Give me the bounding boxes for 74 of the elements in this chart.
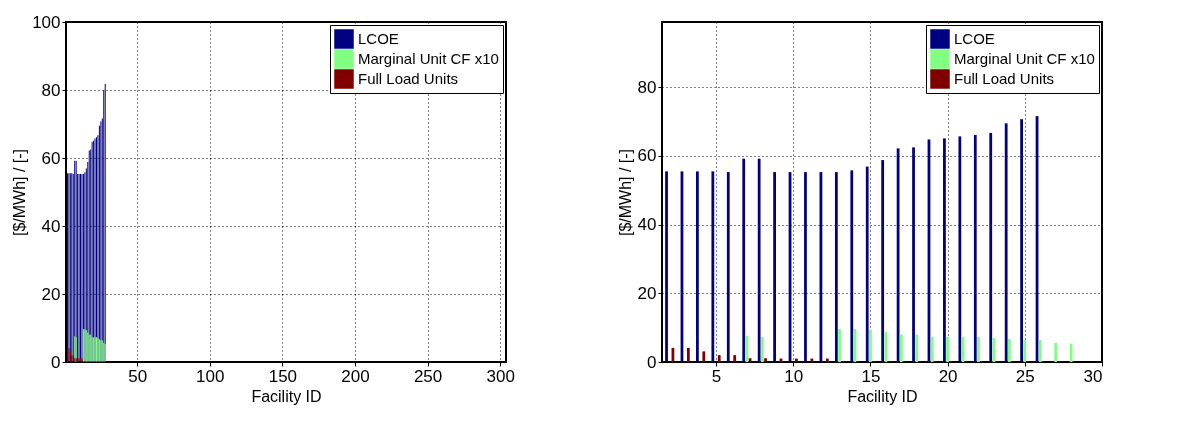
x-tick-label: 300 (486, 366, 515, 386)
y-tick-label: 20 (637, 283, 657, 303)
y-tick-label: 40 (41, 216, 61, 236)
x-tick-label: 20 (938, 366, 958, 386)
y-axis-title: [$/MWh] / [-] (11, 148, 29, 237)
x-tick-label: 30 (1083, 366, 1103, 386)
y-tick-label: 80 (41, 80, 61, 100)
bar (850, 170, 854, 362)
bar (1054, 342, 1058, 362)
bar (742, 158, 746, 362)
bar (1069, 343, 1073, 362)
bar (943, 138, 946, 362)
bar (946, 336, 949, 362)
legend-label: LCOE (954, 30, 995, 47)
legend-label: LCOE (358, 30, 399, 47)
bar (726, 172, 730, 362)
bar (804, 172, 807, 362)
bar (1020, 119, 1023, 362)
legend-label: Full Load Units (954, 70, 1055, 87)
bar (764, 358, 767, 362)
y-tick-label: 60 (41, 148, 61, 168)
bar (838, 329, 841, 362)
bar (702, 351, 706, 362)
y-axis-title: [$/MWh] / [-] (616, 148, 634, 237)
bar (825, 358, 829, 362)
bar (912, 147, 915, 362)
bar (881, 160, 885, 362)
bar (989, 132, 993, 362)
bar (869, 329, 872, 362)
x-tick-label: 10 (784, 366, 804, 386)
bar (757, 158, 761, 362)
legend-label: Full Load Units (358, 70, 459, 87)
legend-label: Marginal Unit CF x10 (954, 50, 1095, 67)
y-tick-label: 100 (32, 12, 61, 32)
bar (977, 336, 980, 362)
bar (773, 172, 776, 362)
x-tick-label: 200 (341, 366, 370, 386)
bar (1023, 340, 1027, 362)
bar (711, 171, 715, 362)
bar (865, 166, 869, 362)
y-tick-label: 40 (637, 215, 657, 235)
x-tick-label: 100 (196, 366, 225, 386)
x-tick-label: 150 (268, 366, 298, 386)
bar (1007, 338, 1011, 362)
bar (795, 358, 798, 362)
y-tick-label: 60 (637, 146, 657, 166)
bar (810, 358, 814, 362)
bar (930, 336, 934, 362)
x-axis-title: Facility ID (251, 387, 322, 405)
y-tick-label: 80 (637, 77, 657, 97)
x-axis-title: Facility ID (847, 387, 918, 405)
bar (665, 171, 668, 362)
x-tick-label: 5 (711, 366, 722, 386)
bar (973, 134, 977, 362)
bar (834, 172, 838, 362)
legend-label: Marginal Unit CF x10 (358, 50, 499, 67)
y-tick-label: 0 (647, 352, 657, 372)
y-tick-label: 0 (51, 352, 61, 372)
bar (717, 355, 721, 362)
x-tick-label: 50 (128, 366, 148, 386)
bar (958, 136, 962, 362)
x-tick-label: 250 (413, 366, 443, 386)
bar (696, 171, 699, 362)
x-tick-label: 25 (1015, 366, 1035, 386)
y-tick-label: 20 (41, 284, 61, 304)
bar (884, 332, 888, 362)
bar (1004, 123, 1008, 362)
bar (899, 334, 903, 362)
x-tick-label: 15 (861, 366, 881, 386)
bar (686, 347, 690, 362)
bar (1038, 340, 1042, 362)
bar (915, 334, 919, 362)
bar (733, 355, 737, 362)
bar (760, 336, 764, 362)
